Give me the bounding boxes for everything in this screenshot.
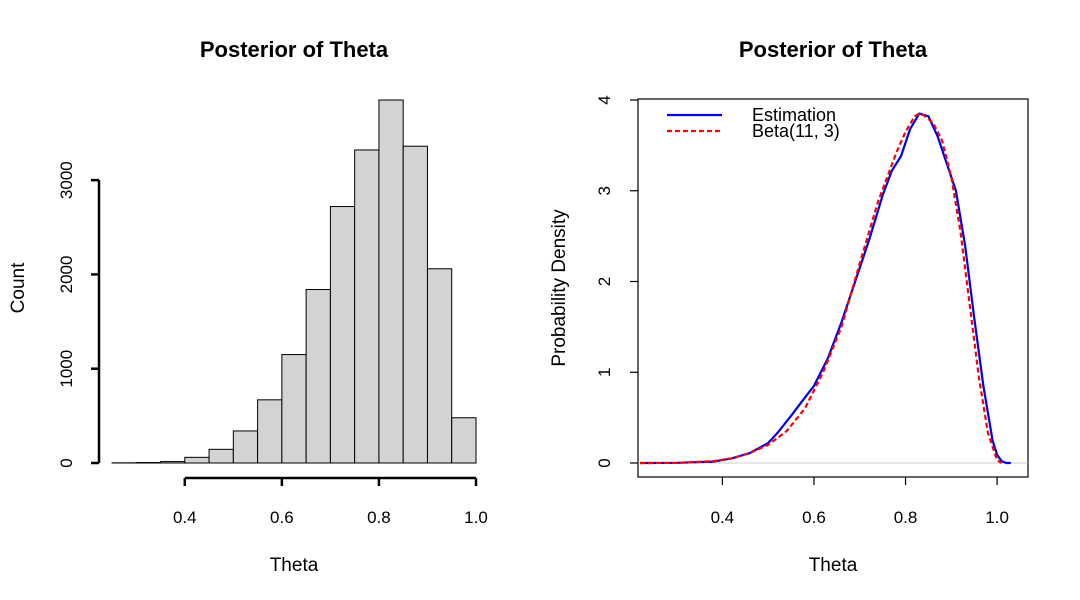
density-series-line	[639, 112, 1011, 465]
histogram-bar	[329, 206, 356, 464]
density-panel: Posterior of Theta 0.4 0.6 0.8 1.0 0 1 2 3 4 Es…	[549, 37, 1029, 576]
histogram-bar	[232, 430, 259, 464]
legend-label: Beta(11, 3)	[752, 121, 840, 141]
histogram-x-tick-label: 0.8	[367, 508, 391, 527]
density-plot-box	[637, 98, 1029, 478]
histogram-y-tick-label: 0	[57, 458, 76, 467]
density-y-tick-label: 0	[595, 458, 614, 467]
histogram-y-tick-label: 2000	[57, 256, 76, 294]
histogram-bar	[451, 417, 477, 464]
histogram-bars	[111, 99, 477, 464]
density-x-axis: 0.4 0.6 0.8 1.0	[711, 477, 1009, 527]
density-title: Posterior of Theta	[739, 37, 928, 62]
histogram-y-tick-label: 3000	[57, 161, 76, 199]
density-series-line	[639, 112, 1003, 465]
histogram-x-axis: 0.4 0.6 0.8 1.0	[173, 476, 488, 527]
histogram-title: Posterior of Theta	[200, 37, 389, 62]
density-lines	[639, 112, 1011, 465]
density-x-axis-label: Theta	[809, 555, 858, 576]
density-x-tick-label: 0.4	[711, 508, 735, 527]
density-y-tick-label: 2	[595, 277, 614, 286]
density-x-tick-label: 1.0	[985, 508, 1009, 527]
histogram-x-tick-label: 0.6	[270, 508, 294, 527]
histogram-panel: Posterior of Theta 0.4 0.6 0.8 1.0 0 1000 200…	[8, 37, 488, 576]
histogram-x-tick-label: 0.4	[173, 508, 197, 527]
density-y-tick-label: 3	[595, 186, 614, 195]
histogram-bar	[281, 354, 307, 464]
histogram-bar	[402, 145, 428, 464]
density-y-axis-label: Probability Density	[549, 209, 570, 367]
density-x-tick-label: 0.6	[802, 508, 826, 527]
legend-label: Estimation	[752, 105, 836, 125]
density-x-tick-label: 0.8	[894, 508, 918, 527]
histogram-x-axis-label: Theta	[270, 555, 319, 576]
histogram-bar	[257, 399, 283, 464]
histogram-y-axis-label: Count	[8, 262, 29, 313]
histogram-y-axis: 0 1000 2000 3000	[57, 161, 101, 468]
histogram-bar	[305, 289, 331, 464]
density-y-tick-label: 4	[595, 95, 614, 104]
histogram-bar	[354, 149, 380, 464]
density-y-axis: 0 1 2 3 4	[595, 95, 638, 468]
histogram-bar	[160, 461, 186, 464]
histogram-bar	[184, 456, 210, 464]
histogram-bar	[426, 268, 453, 464]
histogram-bar	[378, 99, 404, 464]
density-y-tick-label: 1	[595, 368, 614, 377]
histogram-bar	[208, 448, 234, 464]
histogram-x-tick-label: 1.0	[464, 508, 488, 527]
histogram-y-tick-label: 1000	[57, 350, 76, 388]
